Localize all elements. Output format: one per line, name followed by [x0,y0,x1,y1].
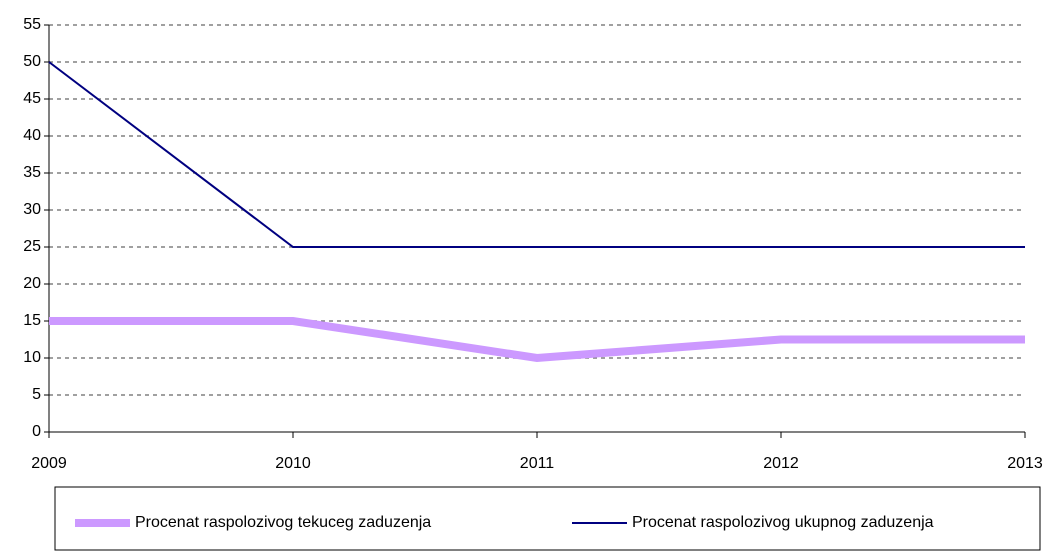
series-line [49,317,1025,363]
y-tick-label: 5 [32,386,41,403]
y-tick-label: 10 [23,349,41,366]
y-tick-label: 50 [23,53,41,70]
x-tick-label: 2012 [763,455,799,472]
y-tick-label: 15 [23,312,41,329]
y-tick-label: 40 [23,127,41,144]
x-tick-label: 2010 [275,455,311,472]
y-tick-label: 55 [23,16,41,33]
x-tick-label: 2013 [1007,455,1043,472]
legend-box [54,486,1041,551]
y-tick-label: 45 [23,90,41,107]
y-tick-label: 0 [32,423,41,440]
legend-label: Procenat raspolozivog tekuceg zaduzenja [135,514,431,531]
x-tick-label: 2009 [31,455,67,472]
legend-label: Procenat raspolozivog ukupnog zaduzenja [632,514,934,531]
y-tick-label: 30 [23,201,41,218]
y-tick-label: 35 [23,164,41,181]
series-line [48,61,1025,248]
y-tick-label: 25 [23,238,41,255]
y-tick-label: 20 [23,275,41,292]
x-tick-label: 2011 [520,455,555,472]
